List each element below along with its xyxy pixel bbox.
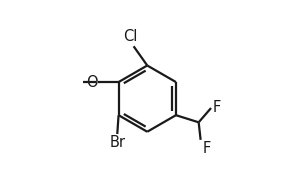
Text: O: O <box>86 74 98 90</box>
Text: F: F <box>213 100 221 115</box>
Text: Cl: Cl <box>124 29 138 44</box>
Text: Br: Br <box>109 135 125 150</box>
Text: F: F <box>202 140 211 156</box>
